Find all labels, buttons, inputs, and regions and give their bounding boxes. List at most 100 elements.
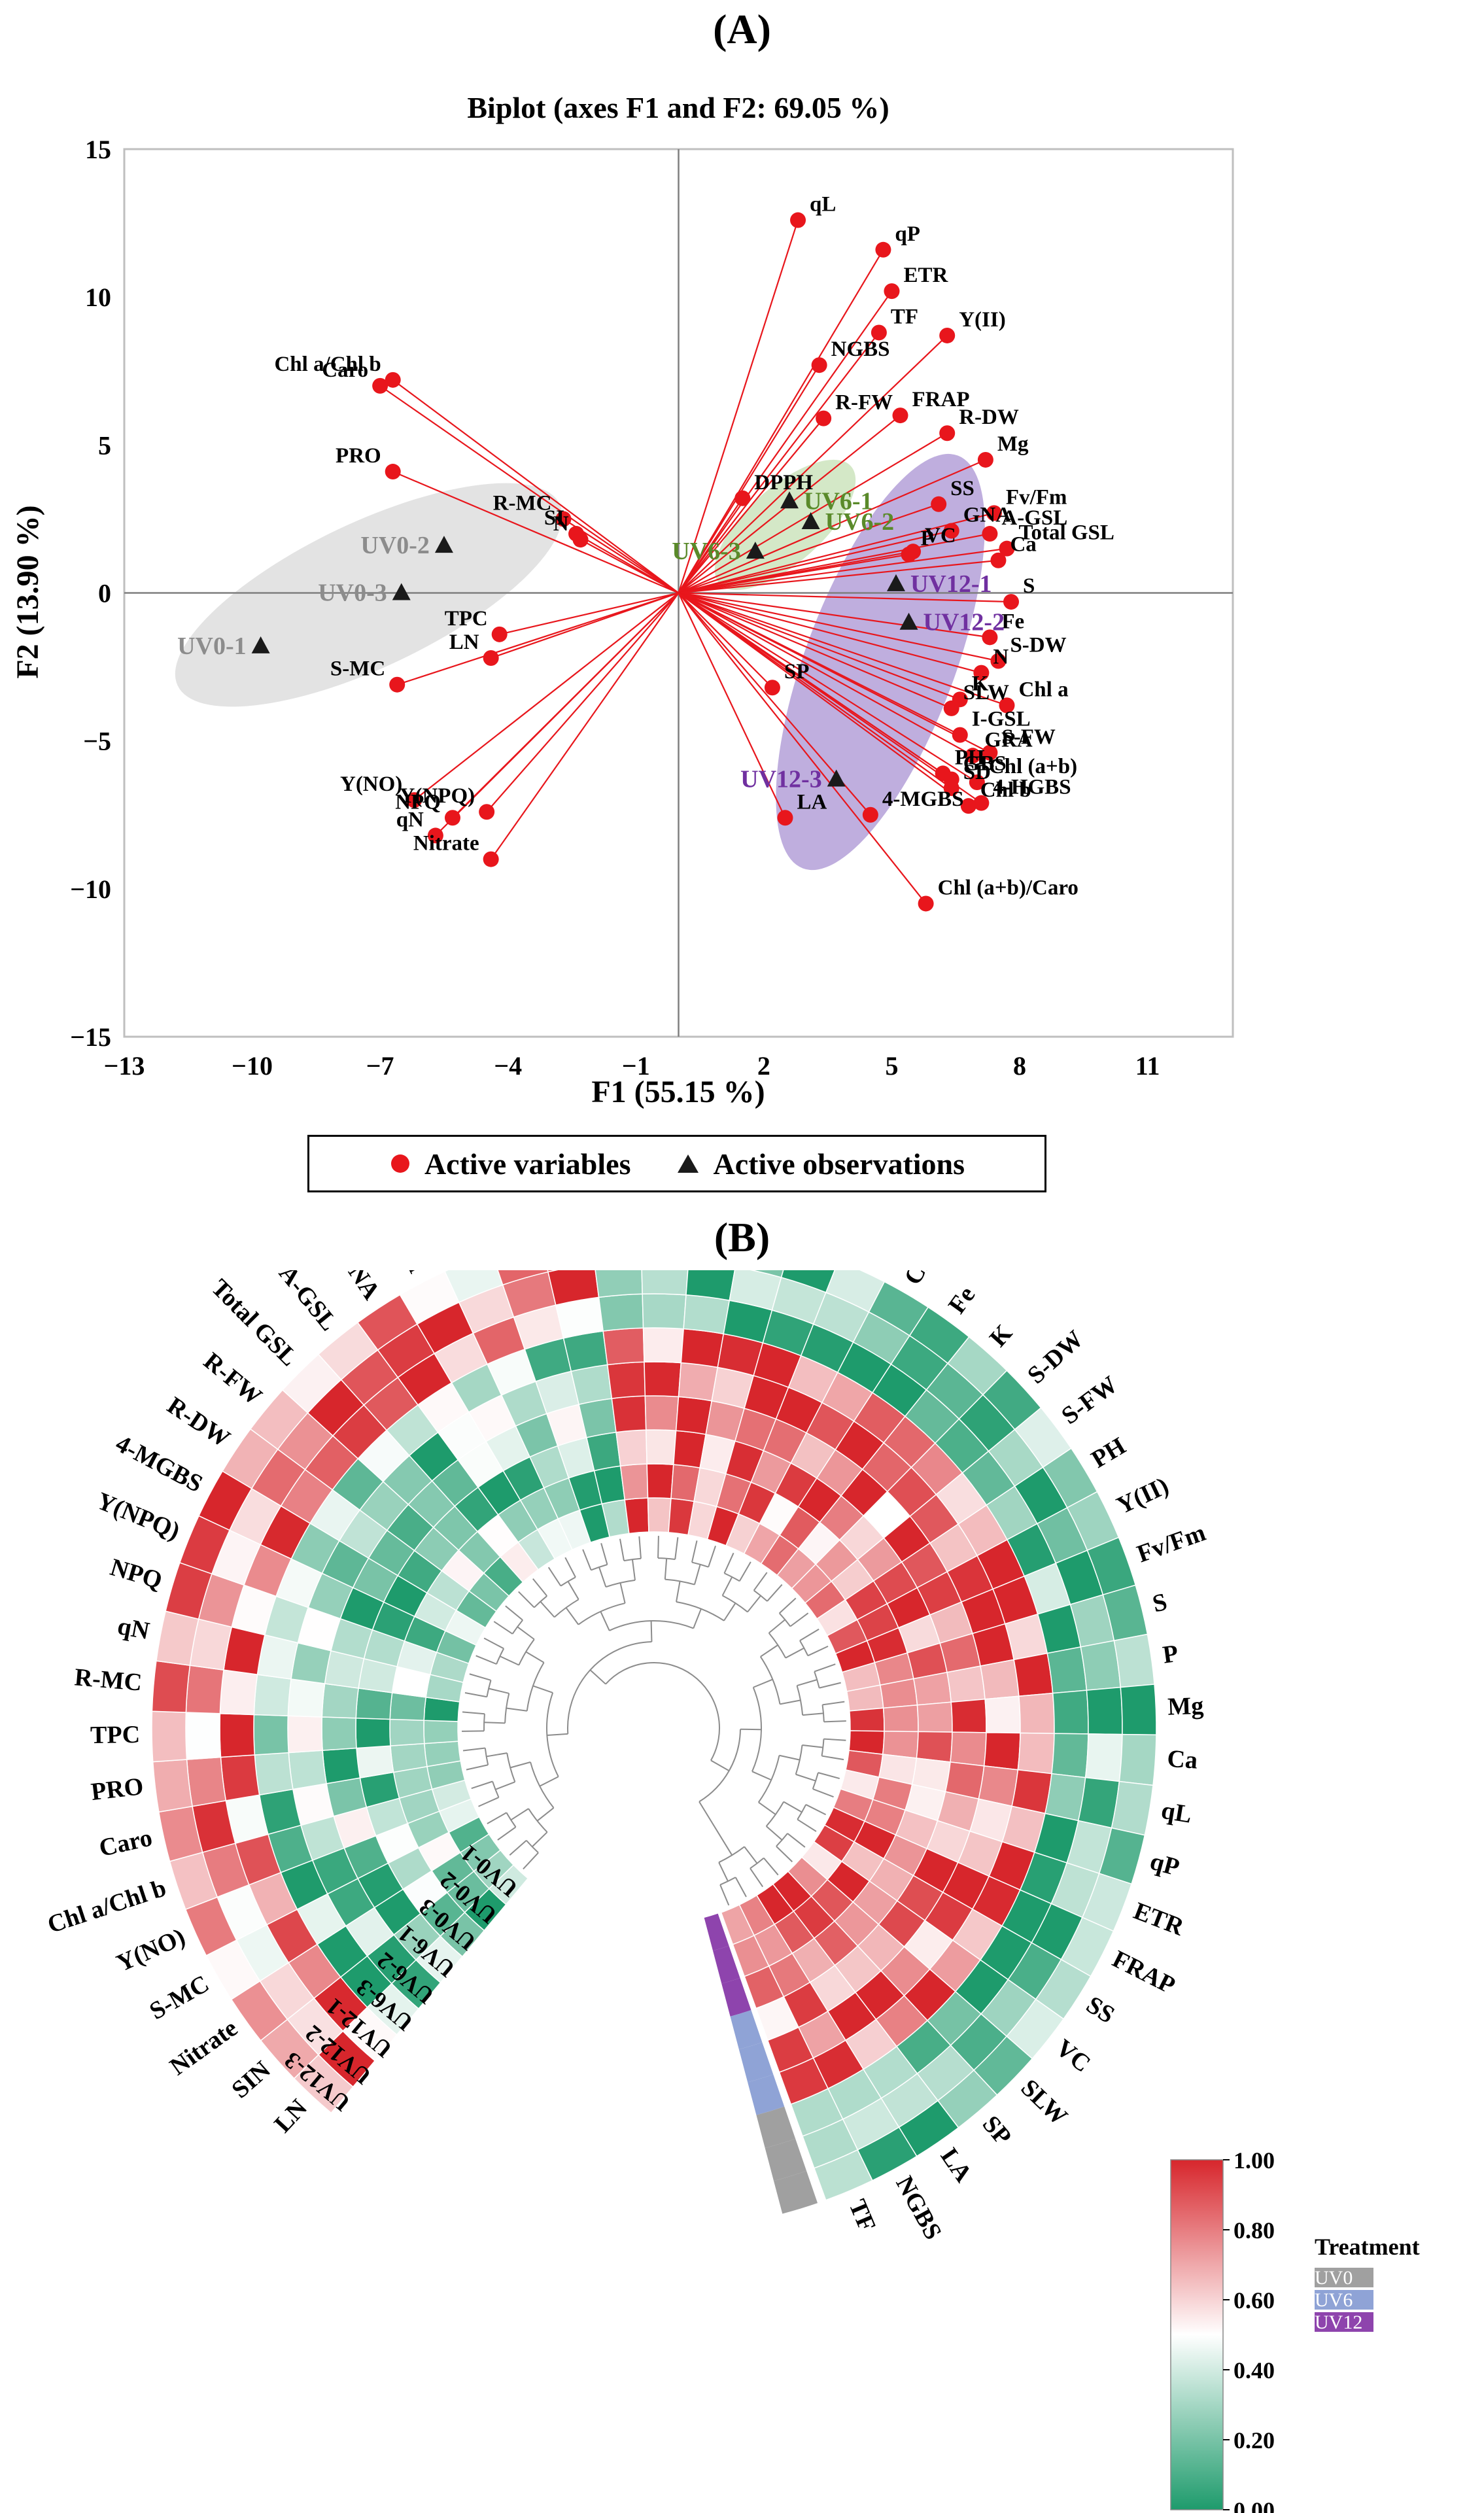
heatmap-cell (644, 1361, 682, 1398)
variable-point (862, 806, 878, 823)
dendrogram-branch (536, 1807, 555, 1822)
colorbar-tick-label: 0.00 (1234, 2497, 1275, 2513)
variable-vector (678, 364, 820, 594)
variable-label: Ca (1010, 533, 1036, 557)
observation-point (801, 511, 820, 529)
variable-point (892, 407, 908, 424)
variable-label: SS (950, 477, 975, 500)
colorbar-tick-label: 0.60 (1234, 2287, 1275, 2314)
heatmap-variable-label: S-MC (145, 1970, 214, 2026)
treatment-annotation-cell (704, 1913, 729, 1951)
heatmap-variable-label: P (1161, 1640, 1180, 1669)
dendrogram-branch (509, 1761, 531, 1769)
variable-point (790, 212, 806, 228)
variable-vector (678, 592, 999, 662)
variable-point (965, 748, 981, 764)
variable-label: Caro (322, 358, 368, 382)
heatmap-cell (813, 2149, 873, 2201)
dendrogram-branch (484, 1722, 506, 1724)
variable-vector (678, 417, 825, 594)
dendrogram-branch (721, 1576, 733, 1596)
dendrogram-branch (464, 1692, 487, 1698)
dendrogram-branch (478, 1796, 499, 1807)
heatmap-variable-label: Ca (1166, 1745, 1198, 1775)
variable-vector (678, 220, 799, 593)
heatmap-variable-label: SLW (1016, 2074, 1073, 2130)
dendrogram-branch (493, 1621, 513, 1635)
variable-point (491, 626, 508, 642)
heatmap-cell (152, 1759, 193, 1813)
dendrogram-branch (532, 1685, 553, 1693)
dendrogram-branch (486, 1752, 508, 1758)
variable-vector (678, 503, 939, 594)
variable-vector (678, 459, 986, 594)
treatment-annotation-cell (748, 2074, 785, 2115)
heatmap-cell (644, 1395, 680, 1432)
variable-point (555, 511, 572, 527)
heatmap-variable-label: SS (1081, 1991, 1119, 2029)
dendrogram-branch (719, 1884, 730, 1906)
dendrogram-branch (744, 1846, 758, 1864)
dendrogram-arc (504, 1693, 510, 1724)
variable-point (952, 727, 968, 743)
heatmap-variable-label: SP (977, 2111, 1017, 2151)
dendrogram-branch (564, 1557, 576, 1578)
heatmap-cell (219, 1712, 256, 1758)
dendrogram-branch (708, 1546, 716, 1567)
dendrogram-branch (821, 1755, 844, 1761)
dendrogram-branch (753, 1678, 773, 1688)
observation-point (434, 536, 453, 553)
heatmap-cell (611, 1395, 647, 1433)
heatmap-variable-label: Fe (943, 1281, 981, 1319)
heatmap-cell (916, 1701, 953, 1733)
variable-vector (678, 559, 999, 594)
variable-point (372, 377, 388, 394)
x-tick-label: −10 (232, 1051, 273, 1081)
variable-label: NPQ (395, 790, 441, 814)
heatmap-cell (619, 1463, 649, 1500)
variable-label: Y(NPQ) (400, 784, 475, 808)
black-triangle-icon (678, 1154, 699, 1173)
x-tick-label: −7 (366, 1051, 394, 1081)
variable-vector (678, 592, 1007, 706)
dendrogram-branch (539, 1776, 559, 1787)
dendrogram-arc (699, 1729, 741, 1803)
dendrogram-arc (691, 1561, 709, 1568)
y-tick-label: 10 (85, 283, 111, 312)
variable-vector (678, 592, 982, 674)
dendrogram-branch (600, 1543, 608, 1565)
observation-label: UV6-2 (825, 508, 895, 536)
variable-vector (490, 592, 680, 860)
dendrogram-arc (606, 1579, 636, 1588)
dendrogram-branch (768, 1619, 785, 1634)
variable-point (811, 357, 827, 373)
variable-point (483, 650, 499, 667)
variable-label: SI (544, 506, 564, 530)
dendrogram-branch (567, 1581, 579, 1600)
variable-point (982, 526, 998, 542)
dendrogram-branch (734, 1877, 747, 1898)
variable-label: ETR (903, 264, 948, 287)
observation-point (746, 542, 765, 559)
variable-label: DPPH (754, 471, 813, 494)
dendrogram-branch (657, 1536, 659, 1559)
variable-point (918, 895, 934, 912)
x-tick-label: 2 (757, 1051, 770, 1081)
observation-label: UV6-1 (804, 487, 873, 515)
panel-b-label: (B) (714, 1214, 770, 1260)
treatment-label: UV6 (1315, 2289, 1353, 2311)
dendrogram-arc (567, 1641, 652, 1734)
heatmap-variable-label: A-GSL (273, 1270, 343, 1336)
variable-point (977, 451, 993, 468)
variable-label: Chl a (1018, 678, 1068, 701)
variable-label: GNA (963, 504, 1012, 527)
observation-point (780, 491, 799, 509)
variable-point (990, 653, 1007, 669)
panel-a-label: (A) (713, 6, 771, 52)
dendrogram-branch (650, 1621, 653, 1642)
dendrogram-branch (785, 1647, 804, 1659)
variable-label: PH (955, 746, 985, 769)
dendrogram-arc (795, 1744, 803, 1775)
observation-point (899, 612, 918, 630)
colorbar-tick-label: 0.40 (1234, 2357, 1275, 2383)
